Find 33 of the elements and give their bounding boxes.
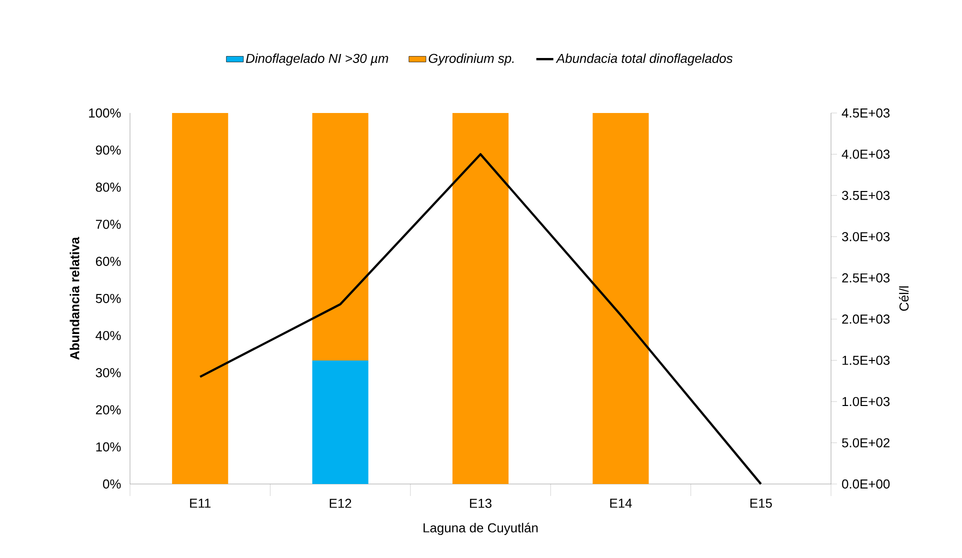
y-axis-title: Abundancia relativa [70, 236, 80, 360]
y2-tick-label: 1.5E+03 [842, 356, 890, 365]
x-tick-label: E14 [610, 498, 632, 508]
y2-tick-label: 3.0E+03 [842, 232, 890, 242]
x-tick-label: E11 [190, 498, 211, 508]
y2-tick-label: 2.5E+03 [842, 273, 890, 282]
y2-tick-label: 3.5E+03 [842, 190, 890, 200]
x-tick-label: E12 [330, 498, 352, 508]
x-tick-label: E15 [750, 498, 772, 508]
legend-label: Abundacia total dinoflagelados [556, 53, 733, 66]
y2-tick-label: 4.5E+03 [842, 108, 890, 118]
x-axis-title: Laguna de Cuyutlán [424, 522, 538, 535]
y-tick-label: 40% [96, 331, 121, 340]
y-tick-label: 60% [96, 256, 121, 266]
legend-label: Dinoflagelado NI >30 µm [246, 53, 388, 66]
y-tick-label: 100% [89, 108, 121, 118]
legend-label: Gyrodinium sp. [428, 53, 514, 66]
y-tick-label: 70% [96, 220, 121, 229]
y2-axis-title: Cél/l [898, 286, 909, 311]
y-tick-label: 0% [103, 479, 121, 489]
y2-tick-label: 0.0E+00 [842, 479, 890, 489]
y-tick-label: 80% [96, 182, 121, 192]
y-tick-label: 50% [96, 294, 121, 304]
y2-tick-label: 4.0E+03 [842, 150, 890, 159]
x-tick-label: E13 [470, 498, 492, 508]
y-tick-label: 90% [96, 146, 121, 155]
y-tick-label: 30% [96, 368, 121, 378]
y2-tick-label: 1.0E+03 [842, 396, 890, 406]
line-series [199, 153, 762, 486]
y2-tick-label: 2.0E+03 [842, 314, 890, 324]
y2-tick-label: 5.0E+02 [842, 438, 890, 448]
y-tick-label: 20% [96, 405, 121, 414]
y-tick-label: 10% [96, 442, 121, 452]
